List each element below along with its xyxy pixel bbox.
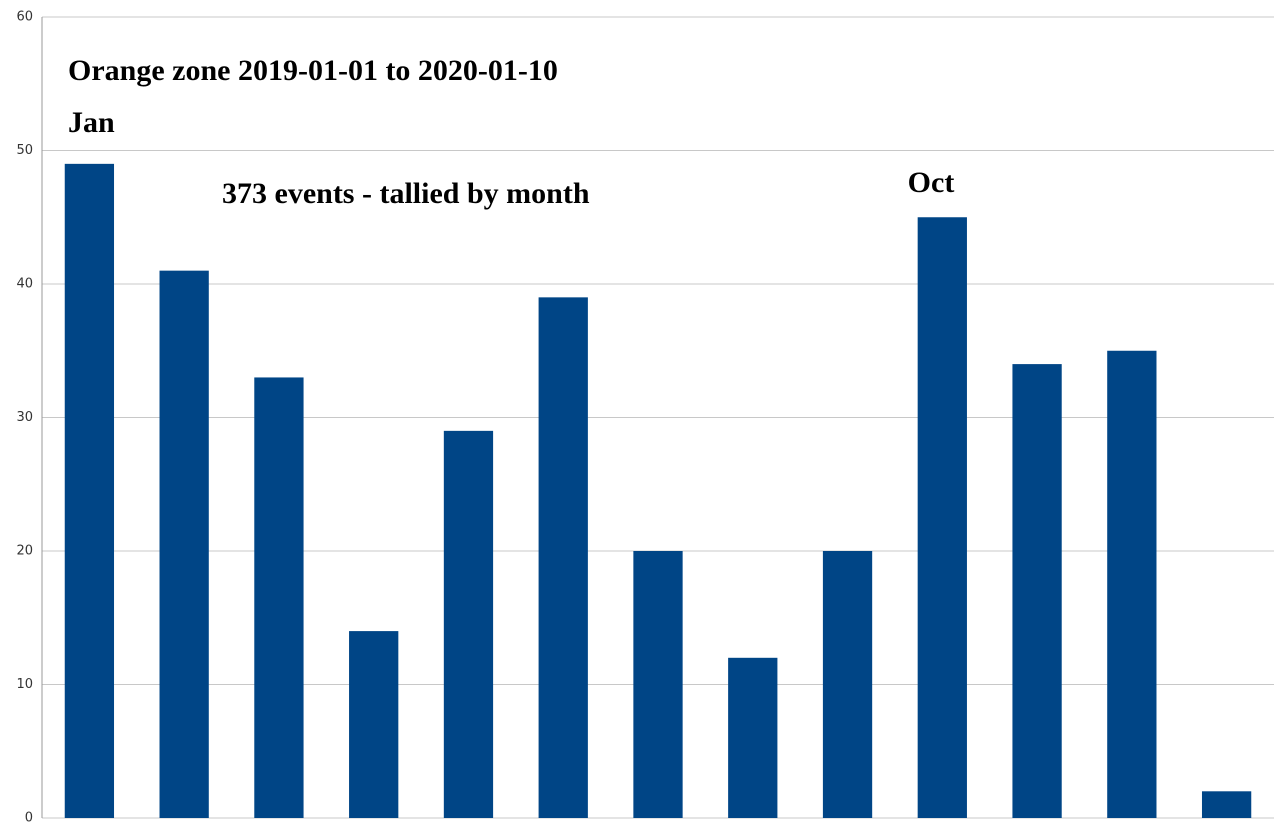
chart-subtitle: 373 events - tallied by month <box>222 177 590 210</box>
annotation: Oct <box>908 166 955 199</box>
y-tick-label: 10 <box>16 677 33 692</box>
bar <box>64 163 115 819</box>
bar <box>728 657 778 818</box>
y-tick-label: 50 <box>16 143 33 158</box>
annotation: Jan <box>68 106 115 139</box>
y-tick-label: 40 <box>16 277 33 292</box>
bar <box>254 377 304 818</box>
bar <box>1012 364 1062 818</box>
bar <box>1107 350 1157 818</box>
bar <box>538 297 588 819</box>
bar <box>1201 791 1252 818</box>
bar <box>633 551 683 818</box>
y-tick-label: 60 <box>16 10 33 25</box>
bar <box>159 270 209 818</box>
bar <box>822 551 873 818</box>
bar <box>349 631 399 818</box>
bar <box>917 217 967 818</box>
y-tick-label: 30 <box>16 410 33 425</box>
bar <box>443 430 494 818</box>
y-tick-label: 20 <box>16 544 33 559</box>
y-tick-label: 0 <box>25 811 33 823</box>
chart-title: Orange zone 2019-01-01 to 2020-01-10 <box>68 54 558 87</box>
